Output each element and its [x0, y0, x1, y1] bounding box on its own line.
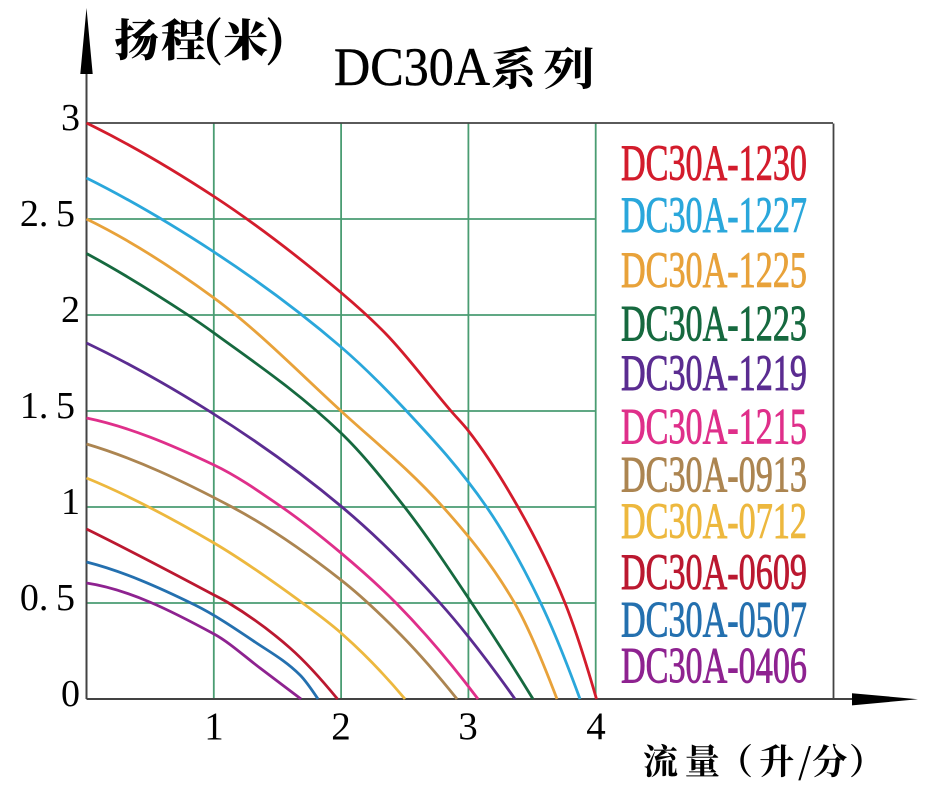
svg-text:DC30A-1230: DC30A-1230: [621, 136, 807, 192]
svg-text:DC30A-0913: DC30A-0913: [621, 447, 807, 503]
svg-text:4: 4: [586, 705, 606, 748]
svg-text:DC30A-0406: DC30A-0406: [621, 638, 807, 694]
svg-text:0: 0: [61, 673, 80, 715]
svg-text:DC30A-1215: DC30A-1215: [621, 400, 807, 456]
svg-text:0. 5: 0. 5: [20, 577, 75, 619]
svg-text:DC30A-1225: DC30A-1225: [621, 243, 807, 299]
svg-text:DC30A: DC30A: [334, 37, 490, 97]
svg-text:1: 1: [61, 481, 80, 523]
svg-text:3: 3: [458, 705, 478, 748]
svg-text:DC30A-1227: DC30A-1227: [621, 188, 807, 244]
svg-text:DC30A-0507: DC30A-0507: [621, 593, 807, 649]
svg-text:1. 5: 1. 5: [20, 385, 75, 427]
svg-text:1: 1: [204, 705, 224, 748]
svg-text:2: 2: [331, 705, 351, 748]
svg-text:DC30A-0609: DC30A-0609: [621, 545, 807, 601]
svg-text:DC30A-0712: DC30A-0712: [621, 494, 807, 550]
svg-text:DC30A-1223: DC30A-1223: [621, 296, 807, 352]
svg-text:2. 5: 2. 5: [20, 193, 75, 235]
svg-text:DC30A-1219: DC30A-1219: [621, 346, 807, 402]
svg-text:3: 3: [61, 97, 80, 139]
svg-text:2: 2: [61, 289, 80, 331]
